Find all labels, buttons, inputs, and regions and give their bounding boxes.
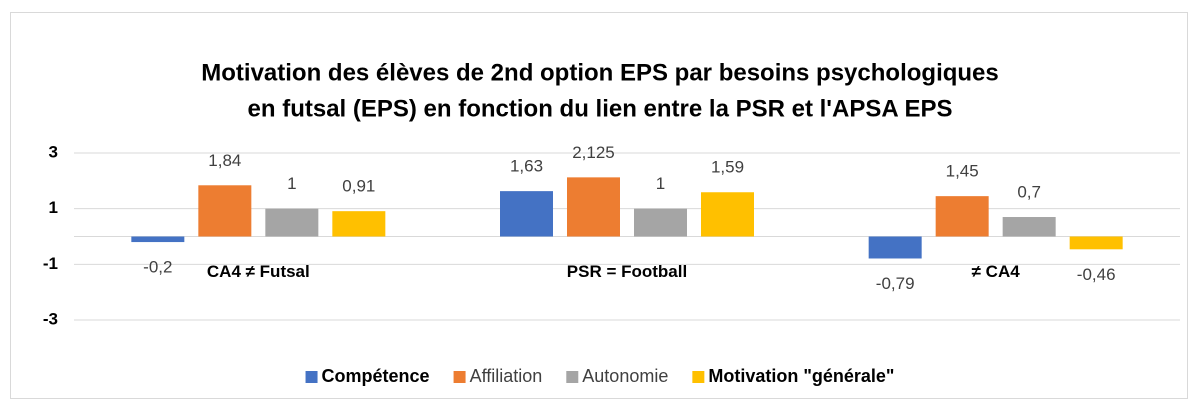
- data-label: 1,59: [711, 158, 744, 177]
- bar: [935, 196, 989, 237]
- legend-label: Motivation "générale": [708, 366, 894, 386]
- chart-title: Motivation des élèves de 2nd option EPS …: [201, 59, 999, 86]
- bar: [868, 236, 922, 259]
- bar: [634, 208, 687, 237]
- x-tick-label: PSR = Football: [567, 262, 687, 281]
- legend-swatch: [305, 371, 318, 383]
- data-label: 1: [287, 174, 296, 193]
- bar: [332, 211, 386, 237]
- bar: [1002, 217, 1056, 237]
- legend-swatch: [453, 371, 466, 383]
- legend-swatch: [566, 371, 579, 383]
- bar: [1069, 236, 1123, 250]
- x-tick-label: ≠ CA4: [972, 262, 1021, 281]
- data-label: 0,7: [1017, 183, 1041, 202]
- data-label: 1,63: [510, 157, 543, 176]
- bar: [567, 177, 620, 237]
- y-tick-label: -3: [43, 309, 58, 328]
- bar: [265, 208, 319, 237]
- chart-title: en futsal (EPS) en fonction du lien entr…: [248, 95, 953, 122]
- bar: [701, 192, 754, 237]
- x-tick-label: CA4 ≠ Futsal: [207, 262, 310, 281]
- data-label: 1: [656, 174, 665, 193]
- bar: [131, 236, 185, 243]
- bar: [198, 185, 252, 237]
- legend-label: Affiliation: [470, 366, 543, 386]
- legend-label: Compétence: [322, 366, 430, 386]
- data-label: 1,45: [946, 162, 979, 181]
- data-label: 0,91: [342, 177, 375, 196]
- y-tick-label: 3: [49, 142, 58, 161]
- data-label: 2,125: [572, 143, 615, 162]
- data-label: -0,79: [876, 274, 915, 293]
- bar: [500, 191, 553, 237]
- legend-label: Autonomie: [582, 366, 668, 386]
- legend: Compétence Affiliation Autonomie Motivation…: [305, 366, 894, 386]
- data-label: -0,46: [1077, 265, 1116, 284]
- data-label: 1,84: [208, 151, 241, 170]
- y-tick-label: 1: [49, 198, 58, 217]
- legend-swatch: [692, 371, 705, 383]
- data-label: -0,2: [143, 258, 172, 277]
- y-tick-label: -1: [43, 254, 58, 273]
